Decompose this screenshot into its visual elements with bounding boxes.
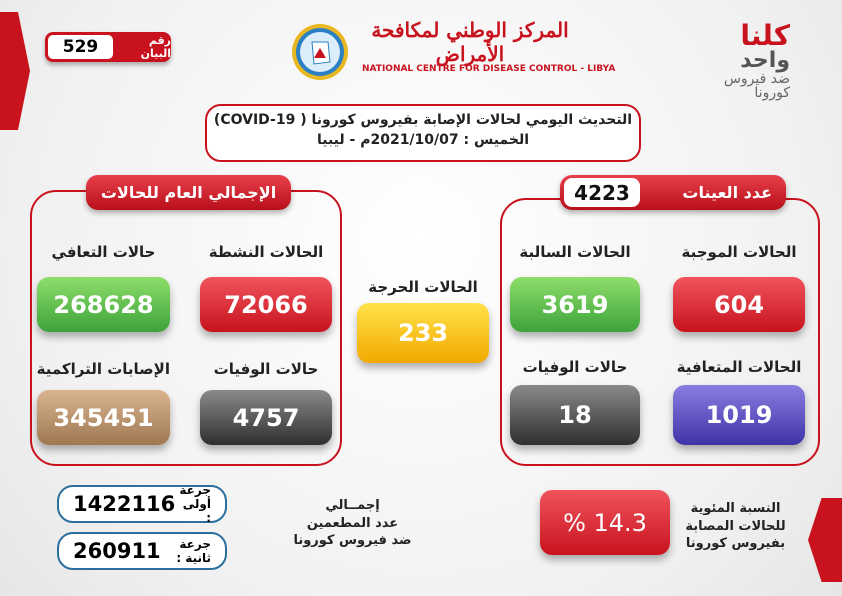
samples-value: 4223 xyxy=(564,178,640,207)
recovered-daily-label: الحالات المتعافية xyxy=(676,358,802,376)
dose2-box: جرعة ثانية : 260911 xyxy=(57,532,227,570)
positivity-caption2: للحالات المصابة xyxy=(685,518,786,534)
vaccination-caption2: عدد المطعمين xyxy=(306,515,399,531)
vaccination-caption1: إجمــالي xyxy=(325,498,380,513)
samples-header-label: عدد العينات xyxy=(682,183,772,202)
critical-value: 233 xyxy=(357,303,489,363)
title-line2: الخميس : 2021/10/07م - ليبيا xyxy=(316,132,530,148)
dose1-value: 1422116 xyxy=(73,492,176,516)
positivity-caption1: النسبة المئوية xyxy=(690,501,781,516)
negative-label: الحالات السالبة xyxy=(519,243,631,261)
samples-header: عدد العينات 4223 xyxy=(560,175,786,210)
dose2-label: جرعة ثانية : xyxy=(176,537,211,565)
left-red-decoration xyxy=(0,12,30,130)
vaccination-caption3: ضد فيروس كورونا xyxy=(293,533,412,549)
statement-badge: 529 رقم البيان xyxy=(45,32,171,62)
right-red-decoration xyxy=(808,498,842,582)
vaccination-caption: إجمــالي عدد المطعمين ضد فيروس كورونا xyxy=(280,497,425,550)
statement-number: 529 xyxy=(48,35,114,59)
dose1-box: جرعة أولى : 1422116 xyxy=(57,483,227,525)
deaths-total-label: حالات الوفيات xyxy=(213,360,319,378)
positivity-value: % 14.3 xyxy=(540,490,670,555)
positivity-caption3: بفيروس كورونا xyxy=(685,536,786,552)
deaths-daily-label: حالات الوفيات xyxy=(522,358,628,376)
title-line1: التحديث اليومي لحالات الإصابة بفيروس كور… xyxy=(213,112,633,128)
title-box: التحديث اليومي لحالات الإصابة بفيروس كور… xyxy=(205,104,641,162)
deaths-daily-value: 18 xyxy=(510,385,640,445)
totals-header: الإجمالي العام للحالات xyxy=(86,175,291,210)
org-name-arabic: المركز الوطني لمكافحة الأمراض xyxy=(371,18,569,66)
cumulative-value: 345451 xyxy=(37,390,170,445)
active-value: 72066 xyxy=(200,277,332,332)
positive-label: الحالات الموجبة xyxy=(681,243,797,261)
recovered-daily-value: 1019 xyxy=(673,385,805,445)
active-label: الحالات النشطة xyxy=(208,243,324,261)
cumulative-label: الإصابات التراكمية xyxy=(36,360,170,378)
slogan-line1: كلنا xyxy=(740,19,790,52)
positivity-caption: النسبة المئوية للحالات المصابة بفيروس كو… xyxy=(678,500,793,553)
dose2-value: 260911 xyxy=(73,539,161,563)
ncdc-logo xyxy=(276,12,352,92)
negative-value: 3619 xyxy=(510,277,640,332)
recovered-total-value: 268628 xyxy=(37,277,170,332)
deaths-total-value: 4757 xyxy=(200,390,332,445)
slogan-line4: كورونا xyxy=(754,85,790,101)
recovered-total-label: حالات التعافي xyxy=(51,243,156,261)
statement-label: رقم البيان xyxy=(140,34,171,60)
slogan-line2: واحد xyxy=(740,48,790,73)
positive-value: 604 xyxy=(673,277,805,332)
slogan: كلنا واحد ضد فيروس كورونا xyxy=(690,19,790,101)
critical-label: الحالات الحرجة xyxy=(368,278,478,296)
slogan-line3: ضد فيروس xyxy=(723,71,790,87)
org-name-english: NATIONAL CENTRE FOR DISEASE CONTROL - LI… xyxy=(362,64,616,74)
dose1-label: جرعة أولى : xyxy=(179,483,211,525)
